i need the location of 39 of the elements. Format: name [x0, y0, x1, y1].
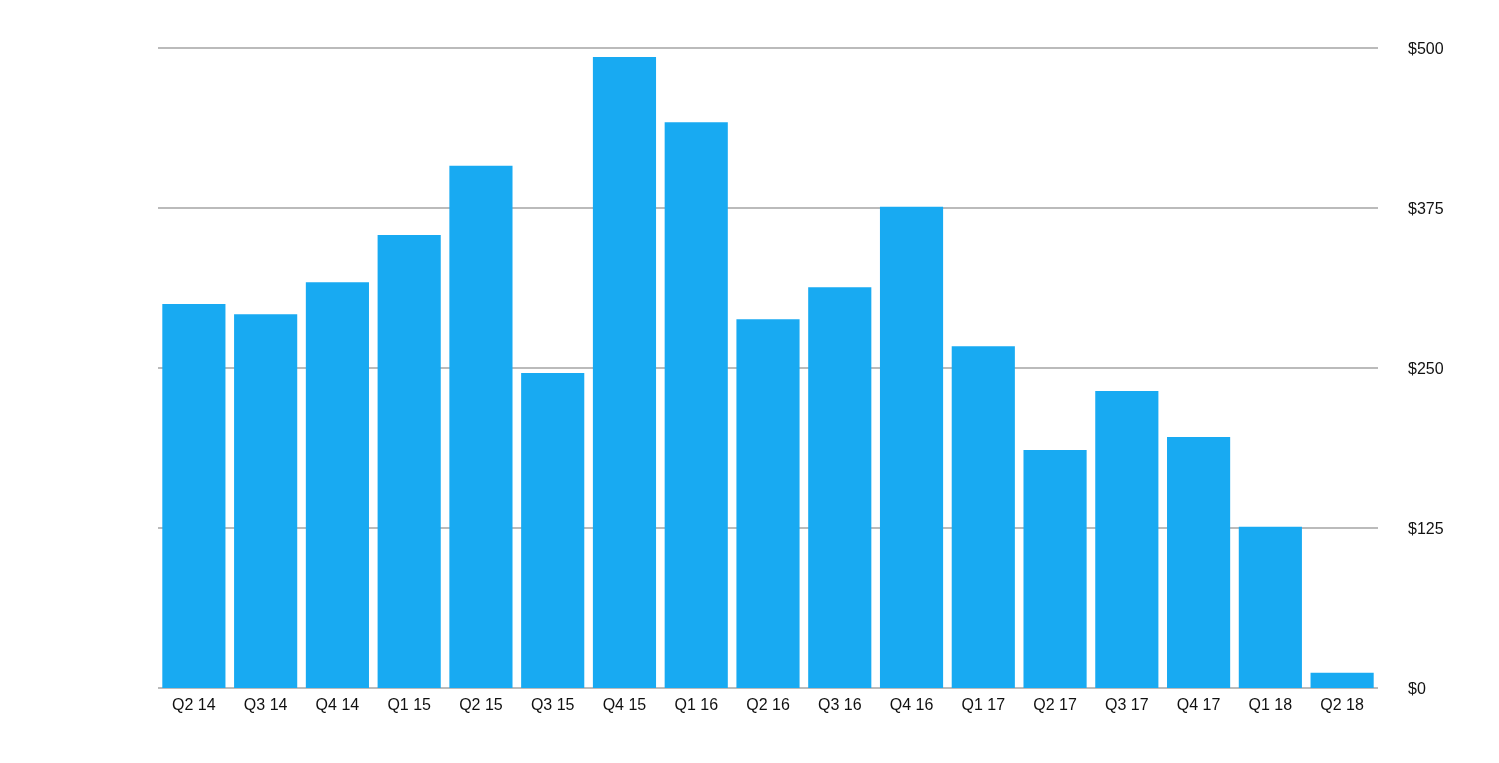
x-tick-label: Q3 17 [1105, 695, 1149, 713]
y-tick-label: $250 [1408, 359, 1444, 377]
bar [808, 287, 872, 688]
x-tick-label: Q2 17 [1033, 695, 1077, 713]
bar [1238, 526, 1302, 688]
bar [449, 165, 513, 688]
bar [162, 304, 226, 688]
x-tick-label: Q4 14 [315, 695, 360, 713]
y-tick-label: $375 [1408, 199, 1444, 217]
x-tick-label: Q3 16 [817, 695, 862, 713]
bar [951, 346, 1015, 688]
x-tick-label: Q1 16 [674, 695, 719, 713]
y-tick-label: $125 [1408, 519, 1444, 537]
x-tick-label: Q4 16 [889, 695, 934, 713]
x-tick-label: Q1 15 [387, 695, 432, 713]
bar [377, 234, 441, 688]
x-tick-label: Q2 15 [459, 695, 503, 713]
bar [305, 282, 369, 688]
x-tick-label: Q1 18 [1248, 695, 1293, 713]
x-tick-label: Q1 17 [961, 695, 1006, 713]
x-tick-label: Q3 15 [530, 695, 575, 713]
x-tick-label: Q3 14 [243, 695, 288, 713]
x-tick-label: Q2 18 [1320, 695, 1365, 713]
x-tick-label: Q4 15 [602, 695, 647, 713]
bar [736, 319, 800, 688]
bar [521, 373, 585, 688]
bar [234, 314, 298, 688]
x-tick-label: Q2 14 [172, 695, 216, 713]
bar [664, 122, 728, 688]
bar [1023, 449, 1087, 688]
y-tick-label: $0 [1408, 679, 1426, 697]
x-tick-label: Q2 16 [746, 695, 790, 713]
bar [1095, 391, 1159, 688]
bar [1167, 437, 1231, 688]
bar [592, 56, 657, 688]
bar [1310, 672, 1374, 688]
x-tick-label: Q4 17 [1176, 695, 1221, 713]
bar [879, 206, 944, 688]
y-tick-label: $500 [1408, 39, 1444, 57]
